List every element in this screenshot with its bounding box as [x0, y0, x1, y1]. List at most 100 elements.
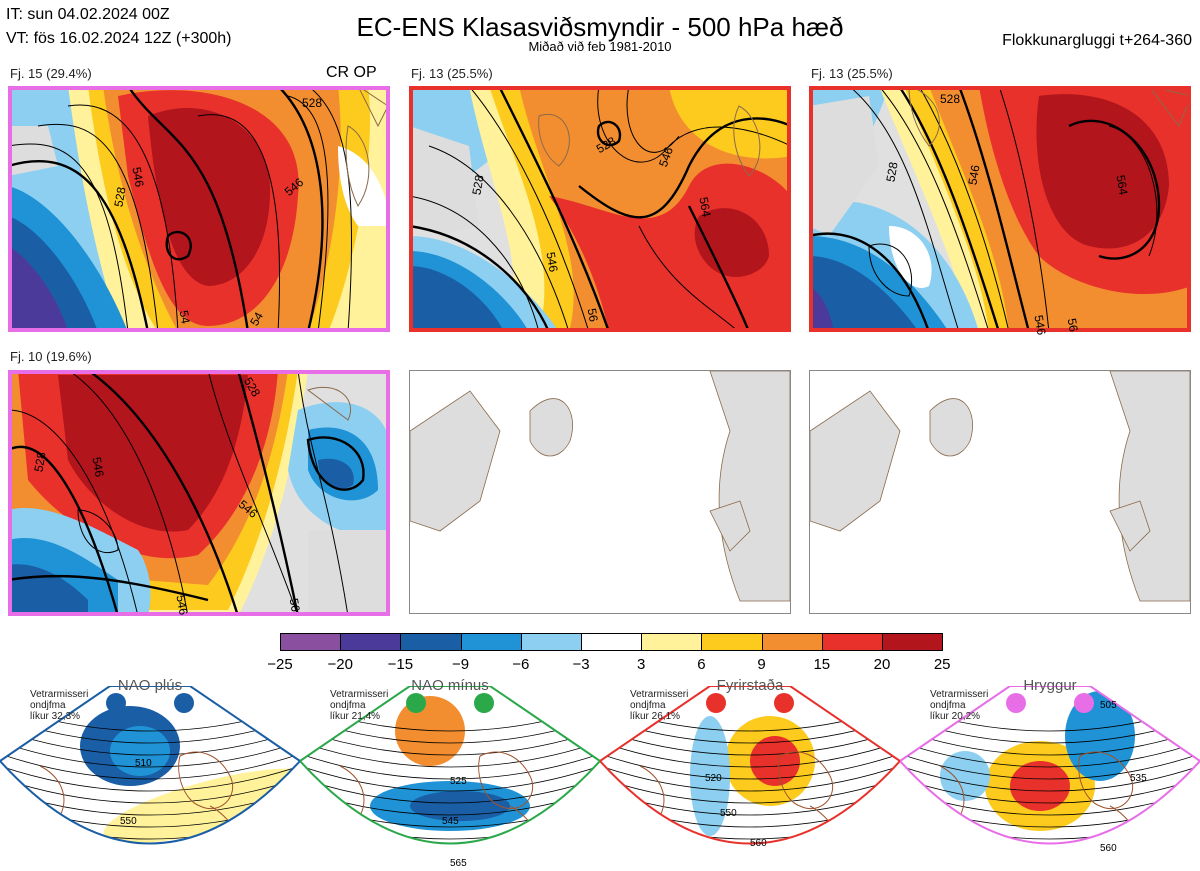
panel-4-label: Fj. 10 (19.6%): [10, 349, 92, 364]
colorbar-cell: [882, 633, 944, 651]
height-contour: [900, 753, 1200, 780]
cluster-map-3[interactable]: [809, 86, 1191, 332]
regime-note-line: ondjfma: [930, 700, 966, 711]
colorbar-tick-label: −25: [267, 656, 293, 673]
regime-map: 510 550: [0, 686, 300, 845]
panel-3-label: Fj. 13 (25.5%): [811, 66, 893, 81]
regime-note-line: ondjfma: [30, 700, 66, 711]
colorbar-tick-label: 20: [873, 656, 891, 673]
cluster-map-2[interactable]: [409, 86, 791, 332]
regime-map: 520 550 560: [600, 686, 900, 849]
height-contour: [0, 753, 300, 780]
height-contour: [900, 777, 1200, 804]
anomaly-blob: [395, 696, 465, 766]
height-contour: [600, 753, 900, 780]
regime-marker-dot: [774, 693, 794, 713]
colorbar-tick-label: 3: [637, 656, 646, 673]
regime-marker-dot: [106, 693, 126, 713]
cluster-map-4[interactable]: [8, 370, 390, 616]
regime-note-line: ondjfma: [330, 700, 366, 711]
page-subtitle: Miðað við feb 1981-2010: [528, 39, 672, 54]
regime-contour-label: 550: [120, 816, 137, 827]
panel-2-label: Fj. 13 (25.5%): [411, 66, 493, 81]
contour-label: 54: [176, 309, 193, 325]
valid-time: VT: fös 16.02.2024 12Z (+300h): [6, 30, 232, 47]
regime-note: Vetrarmisseri ondjfma líkur 21,4%: [330, 689, 388, 722]
height-contour: [0, 741, 300, 768]
height-contour: [900, 741, 1200, 768]
regime-contour-label: 510: [135, 758, 152, 769]
empty-map-5: [409, 370, 791, 614]
height-contour: [600, 765, 900, 792]
anomaly-blob: [940, 751, 990, 801]
regime-note-line: ondjfma: [630, 700, 666, 711]
height-contour: [300, 765, 600, 792]
colorbar-cell: [400, 633, 462, 651]
height-contour: [600, 741, 900, 768]
height-contour: [900, 765, 1200, 792]
regime-note-line: Vetrarmisseri: [330, 689, 389, 700]
contour-label: 56: [1064, 317, 1081, 333]
regime-marker-dot: [174, 693, 194, 713]
regime-title: NAO mínus: [411, 677, 489, 694]
colorbar-tick-label: 6: [697, 656, 706, 673]
regime-note-line: líkur 20,2%: [930, 711, 981, 722]
colorbar-tick-label: −15: [387, 656, 414, 673]
regime-title: Fyrirstaða: [716, 677, 784, 694]
regime-marker-dot: [406, 693, 426, 713]
contour-label: 528: [302, 96, 323, 110]
cluster-map-1[interactable]: [8, 86, 390, 332]
contour-label: 56: [584, 307, 601, 323]
colorbar-cell: [581, 633, 643, 651]
regime-contour-label: 520: [705, 773, 722, 784]
colorbar-tick-label: −20: [327, 656, 353, 673]
colorbar-cell: [701, 633, 763, 651]
height-contour: [600, 777, 900, 804]
colorbar-cell: [821, 633, 883, 651]
classification-window: Flokkunargluggi t+264-360: [1002, 32, 1192, 49]
panel-1-label: Fj. 15 (29.4%): [10, 66, 92, 81]
regime-title: NAO plús: [117, 677, 183, 694]
colorbar-tick-label: −6: [512, 656, 530, 673]
regime-map: 525 545 565: [300, 686, 600, 869]
regime-map-border: [600, 686, 900, 845]
height-contour: [0, 729, 300, 756]
colorbar-cell: [340, 633, 402, 651]
regime-contour-label: 550: [720, 808, 737, 819]
height-contour: [0, 765, 300, 792]
init-time: IT: sun 04.02.2024 00Z: [6, 6, 170, 23]
colorbar-tick-label: 25: [933, 656, 951, 673]
colorbar-cell: [641, 633, 703, 651]
regime-note-line: líkur 26,1%: [630, 711, 681, 722]
regime-map-border: [900, 686, 1200, 845]
colorbar-tick-label: −3: [572, 656, 590, 673]
regime-marker-dot: [1006, 693, 1026, 713]
regime-note: Vetrarmisseri ondjfma líkur 20,2%: [930, 689, 988, 722]
regime-map: 505 535 560: [900, 686, 1200, 854]
regime-note-line: líkur 32,3%: [30, 711, 81, 722]
colorbar-tick-label: −9: [452, 656, 470, 673]
panel-1-crop-tag: CR OP: [326, 64, 377, 81]
regime-contour-label: 560: [1100, 843, 1117, 854]
regime-map-border: [0, 686, 300, 845]
colorbar-cell: [761, 633, 823, 651]
regime-marker-dot: [1074, 693, 1094, 713]
empty-map-6: [809, 370, 1191, 614]
regime-note-line: Vetrarmisseri: [930, 689, 989, 700]
regime-contour-label: 525: [450, 776, 467, 787]
height-contour: [300, 741, 600, 768]
anomaly-blob: [410, 791, 510, 821]
height-contour: [600, 729, 900, 756]
colorbar-tick-label: 15: [813, 656, 831, 673]
regime-contour-label: 560: [750, 838, 767, 849]
regime-marker-dot: [706, 693, 726, 713]
anomaly-blob: [1065, 691, 1135, 781]
contour-label: 56: [286, 597, 303, 613]
regime-map-border: [300, 686, 600, 845]
page-title: EC-ENS Klasasviðsmyndir - 500 hPa hæð: [356, 12, 844, 42]
height-contour: [300, 753, 600, 780]
anomaly-blob: [750, 736, 800, 786]
colorbar-cell: [280, 633, 342, 651]
anomaly-blob: [1010, 761, 1070, 811]
regime-marker-dot: [474, 693, 494, 713]
